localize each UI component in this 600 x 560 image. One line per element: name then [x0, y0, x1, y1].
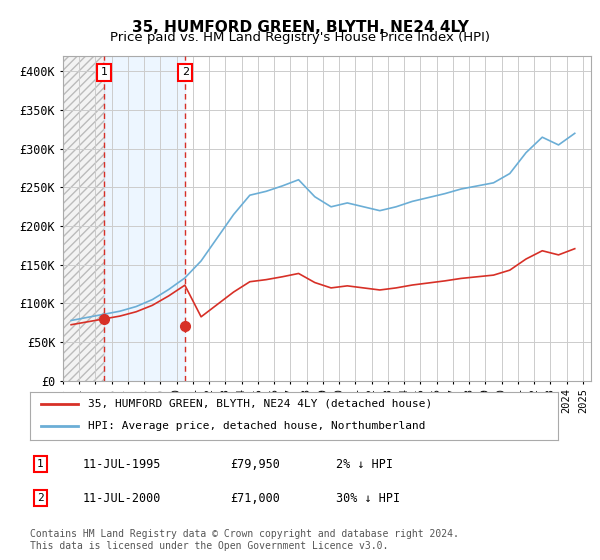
Text: 11-JUL-1995: 11-JUL-1995	[83, 458, 161, 470]
Text: 35, HUMFORD GREEN, BLYTH, NE24 4LY: 35, HUMFORD GREEN, BLYTH, NE24 4LY	[131, 20, 469, 35]
Text: 1: 1	[37, 459, 44, 469]
Text: 11-JUL-2000: 11-JUL-2000	[83, 492, 161, 505]
Bar	[104, 56, 185, 381]
Text: 30% ↓ HPI: 30% ↓ HPI	[336, 492, 400, 505]
Text: £71,000: £71,000	[230, 492, 281, 505]
Text: 2: 2	[37, 493, 44, 503]
Text: HPI: Average price, detached house, Northumberland: HPI: Average price, detached house, Nort…	[88, 421, 425, 431]
Text: 35, HUMFORD GREEN, BLYTH, NE24 4LY (detached house): 35, HUMFORD GREEN, BLYTH, NE24 4LY (deta…	[88, 399, 433, 409]
Text: 2% ↓ HPI: 2% ↓ HPI	[336, 458, 393, 470]
Text: 2: 2	[182, 67, 189, 77]
Text: Contains HM Land Registry data © Crown copyright and database right 2024.
This d: Contains HM Land Registry data © Crown c…	[30, 529, 459, 551]
Text: 1: 1	[101, 67, 107, 77]
Text: £79,950: £79,950	[230, 458, 281, 470]
Text: Price paid vs. HM Land Registry's House Price Index (HPI): Price paid vs. HM Land Registry's House …	[110, 31, 490, 44]
